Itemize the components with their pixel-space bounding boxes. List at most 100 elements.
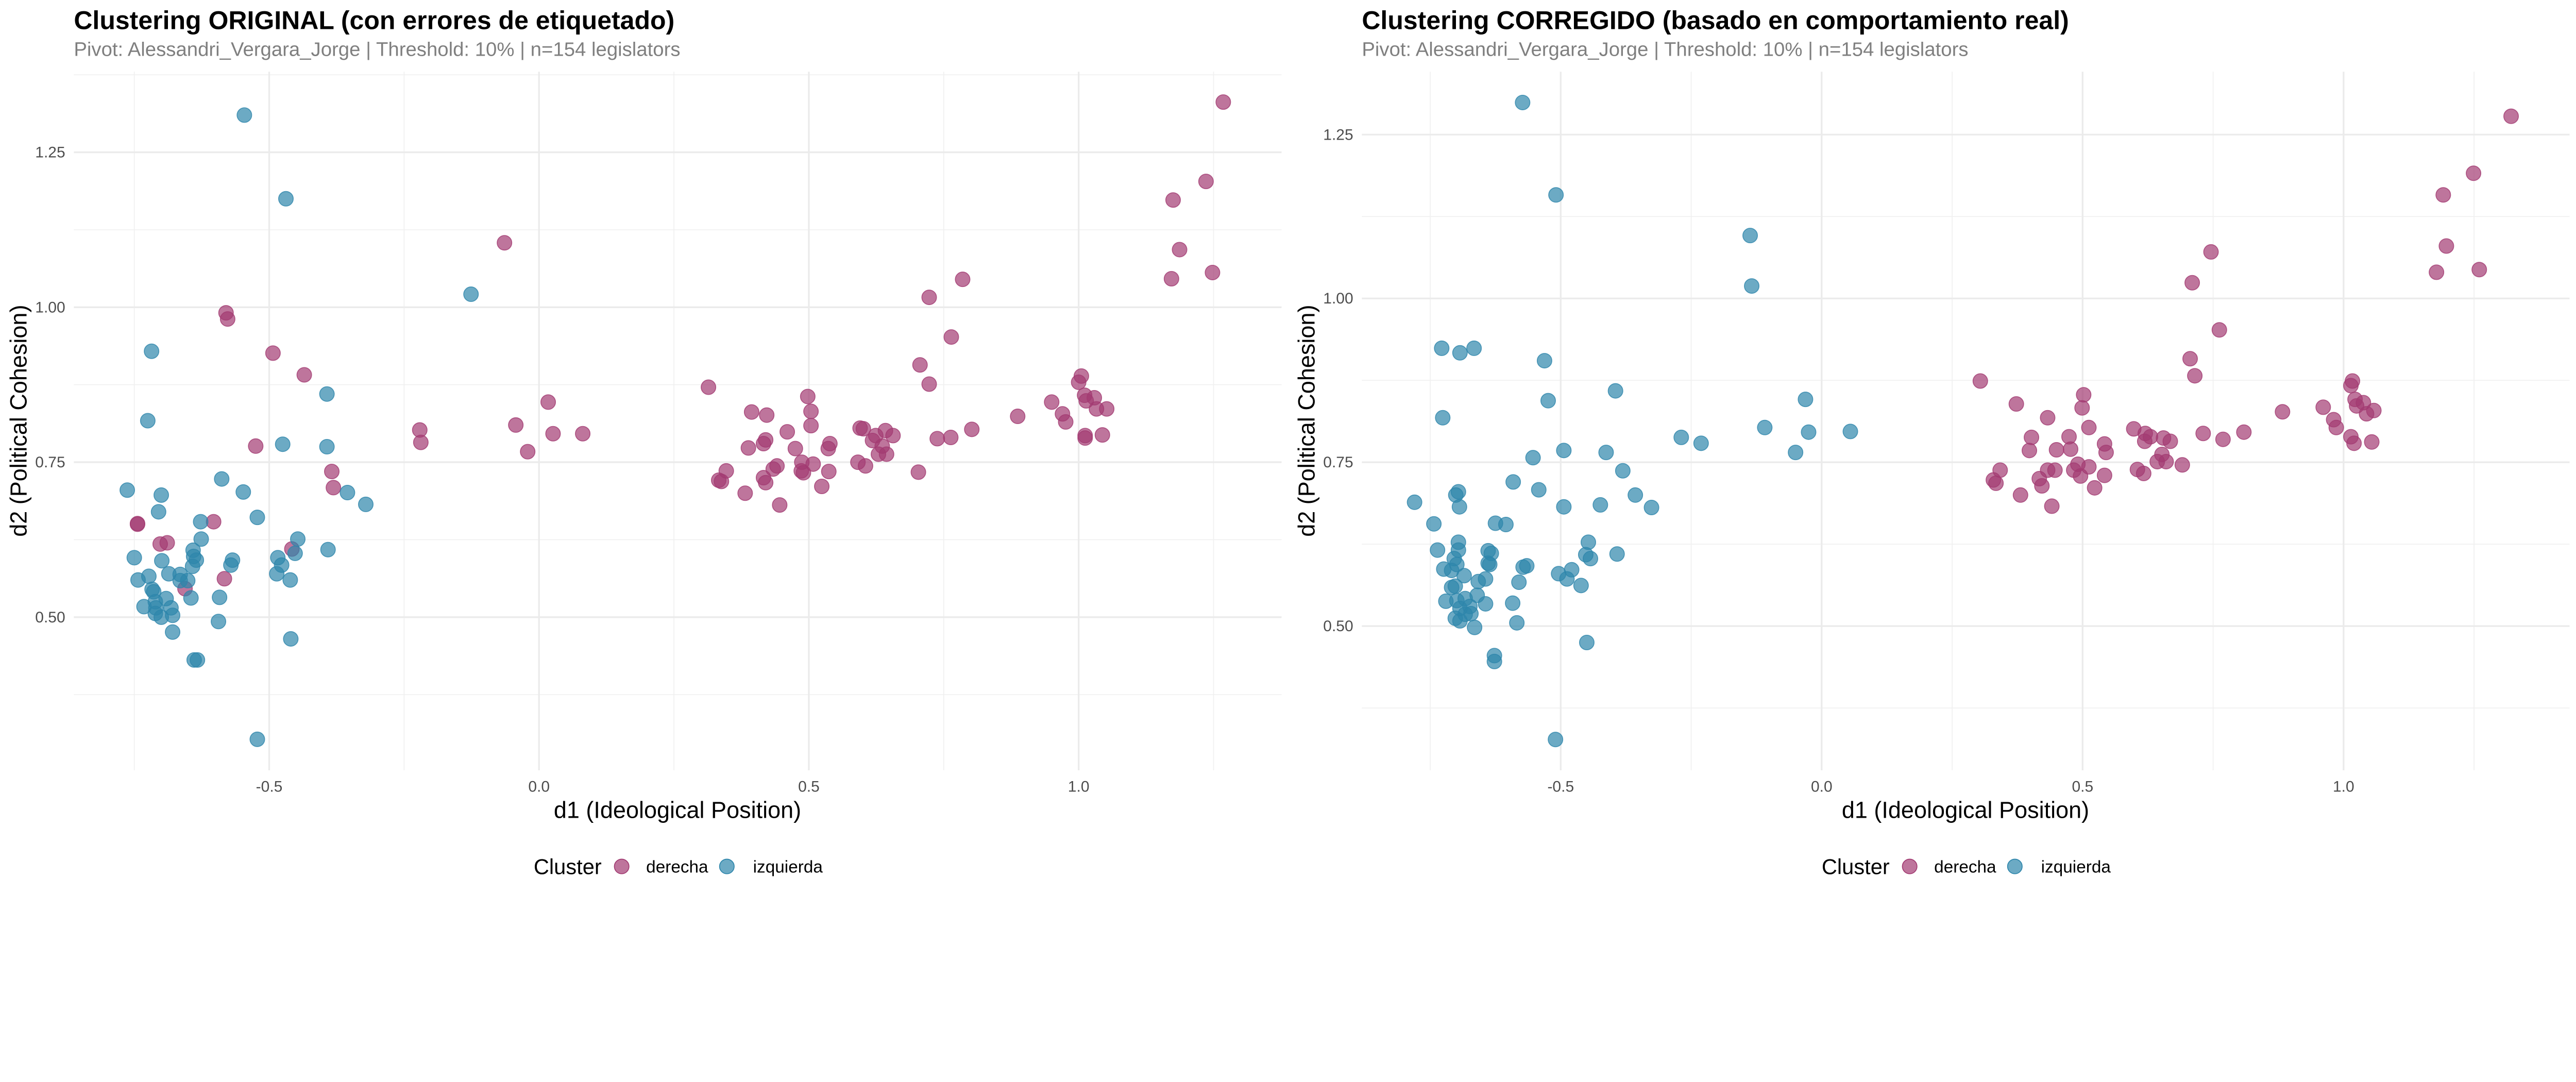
point-izquierda: [1842, 424, 1858, 439]
point-izquierda: [150, 504, 166, 520]
figure: Clustering ORIGINAL (con errores de etiq…: [6, 6, 2570, 879]
point-izquierda: [126, 550, 142, 566]
point-izquierda: [320, 542, 336, 557]
point-derecha: [943, 429, 959, 445]
point-derecha: [545, 426, 561, 442]
point-derecha: [575, 426, 591, 442]
point-izquierda: [1426, 516, 1442, 532]
chart-title: Clustering ORIGINAL (con errores de etiq…: [74, 6, 674, 35]
point-derecha: [2315, 399, 2331, 415]
point-derecha: [2503, 108, 2519, 124]
point-derecha: [2346, 435, 2362, 451]
point-izquierda: [1615, 463, 1631, 479]
point-izquierda: [1447, 578, 1463, 594]
point-derecha: [206, 514, 222, 530]
point-izquierda: [140, 413, 156, 429]
point-derecha: [821, 464, 837, 480]
point-izquierda: [1452, 613, 1468, 629]
point-derecha: [795, 465, 811, 481]
point-izquierda: [1757, 419, 1773, 435]
y-axis-title: d2 (Political Cohesion): [1294, 305, 1320, 537]
point-derecha: [2174, 457, 2190, 473]
x-tick-label: 1.0: [2333, 779, 2354, 796]
point-izquierda: [1548, 187, 1564, 203]
point-derecha: [1972, 373, 1988, 389]
point-derecha: [2136, 465, 2151, 481]
point-derecha: [1215, 94, 1231, 110]
point-izquierda: [1467, 619, 1483, 635]
point-izquierda: [1592, 497, 1608, 513]
point-derecha: [758, 475, 774, 491]
point-derecha: [772, 497, 788, 513]
point-izquierda: [1430, 542, 1446, 558]
point-izquierda: [190, 652, 206, 668]
legend-key-derecha: [614, 858, 630, 874]
x-tick-label: 0.0: [1811, 779, 1833, 796]
legend-label-derecha: derecha: [1934, 857, 1996, 876]
legend-key-izquierda: [719, 858, 735, 874]
point-derecha: [820, 441, 836, 457]
point-izquierda: [211, 614, 227, 630]
point-izquierda: [223, 557, 239, 573]
point-derecha: [2438, 238, 2454, 254]
point-izquierda: [1511, 574, 1527, 590]
point-derecha: [803, 418, 819, 434]
point-derecha: [1071, 374, 1087, 390]
legend-label-derecha: derecha: [646, 857, 708, 876]
point-izquierda: [1466, 340, 1482, 356]
point-izquierda: [283, 631, 299, 647]
point-izquierda: [180, 572, 196, 588]
point-izquierda: [1548, 732, 1564, 748]
x-tick-label: 0.5: [2072, 779, 2093, 796]
point-derecha: [2211, 322, 2227, 338]
point-izquierda: [1434, 340, 1450, 356]
point-derecha: [216, 571, 232, 587]
point-izquierda: [249, 510, 265, 526]
point-izquierda: [165, 607, 181, 623]
y-tick-label: 0.75: [35, 454, 65, 471]
point-derecha: [2024, 429, 2040, 445]
point-derecha: [1089, 401, 1105, 417]
x-tick-label: 0.5: [798, 779, 820, 796]
point-derecha: [2359, 406, 2375, 422]
points: [1406, 94, 2519, 748]
point-derecha: [714, 474, 730, 489]
grid: [1362, 72, 2570, 770]
point-derecha: [2328, 419, 2344, 435]
point-izquierda: [1536, 353, 1552, 369]
point-derecha: [964, 421, 980, 437]
point-derecha: [1205, 264, 1221, 280]
point-derecha: [2073, 468, 2089, 484]
point-derecha: [955, 272, 971, 288]
point-derecha: [1165, 192, 1181, 208]
point-izquierda: [1609, 546, 1625, 562]
point-izquierda: [249, 731, 265, 747]
point-izquierda: [1583, 551, 1599, 567]
point-derecha: [912, 357, 928, 373]
point-izquierda: [290, 531, 306, 547]
point-derecha: [129, 516, 145, 532]
scatter-plot-original: Clustering ORIGINAL (con errores de etiq…: [6, 6, 1282, 879]
point-izquierda: [1801, 424, 1817, 440]
point-izquierda: [278, 191, 294, 207]
point-derecha: [921, 376, 937, 392]
point-izquierda: [235, 484, 251, 500]
point-izquierda: [1540, 393, 1556, 409]
points: [120, 94, 1231, 747]
point-derecha: [2466, 165, 2482, 181]
chart-title: Clustering CORREGIDO (basado en comporta…: [1362, 6, 2069, 35]
point-izquierda: [154, 487, 170, 503]
point-derecha: [759, 407, 775, 423]
point-izquierda: [1607, 383, 1623, 399]
point-izquierda: [1451, 499, 1467, 515]
point-izquierda: [236, 107, 252, 123]
y-tick-label: 0.75: [1323, 454, 1353, 471]
legend-label-izquierda: izquierda: [2041, 857, 2111, 876]
y-tick-label: 1.00: [1323, 290, 1353, 307]
legend-key-derecha: [1902, 858, 1918, 874]
point-derecha: [413, 434, 429, 450]
point-izquierda: [165, 624, 181, 640]
point-derecha: [1163, 270, 1179, 286]
point-derecha: [755, 435, 771, 451]
point-derecha: [296, 367, 312, 383]
